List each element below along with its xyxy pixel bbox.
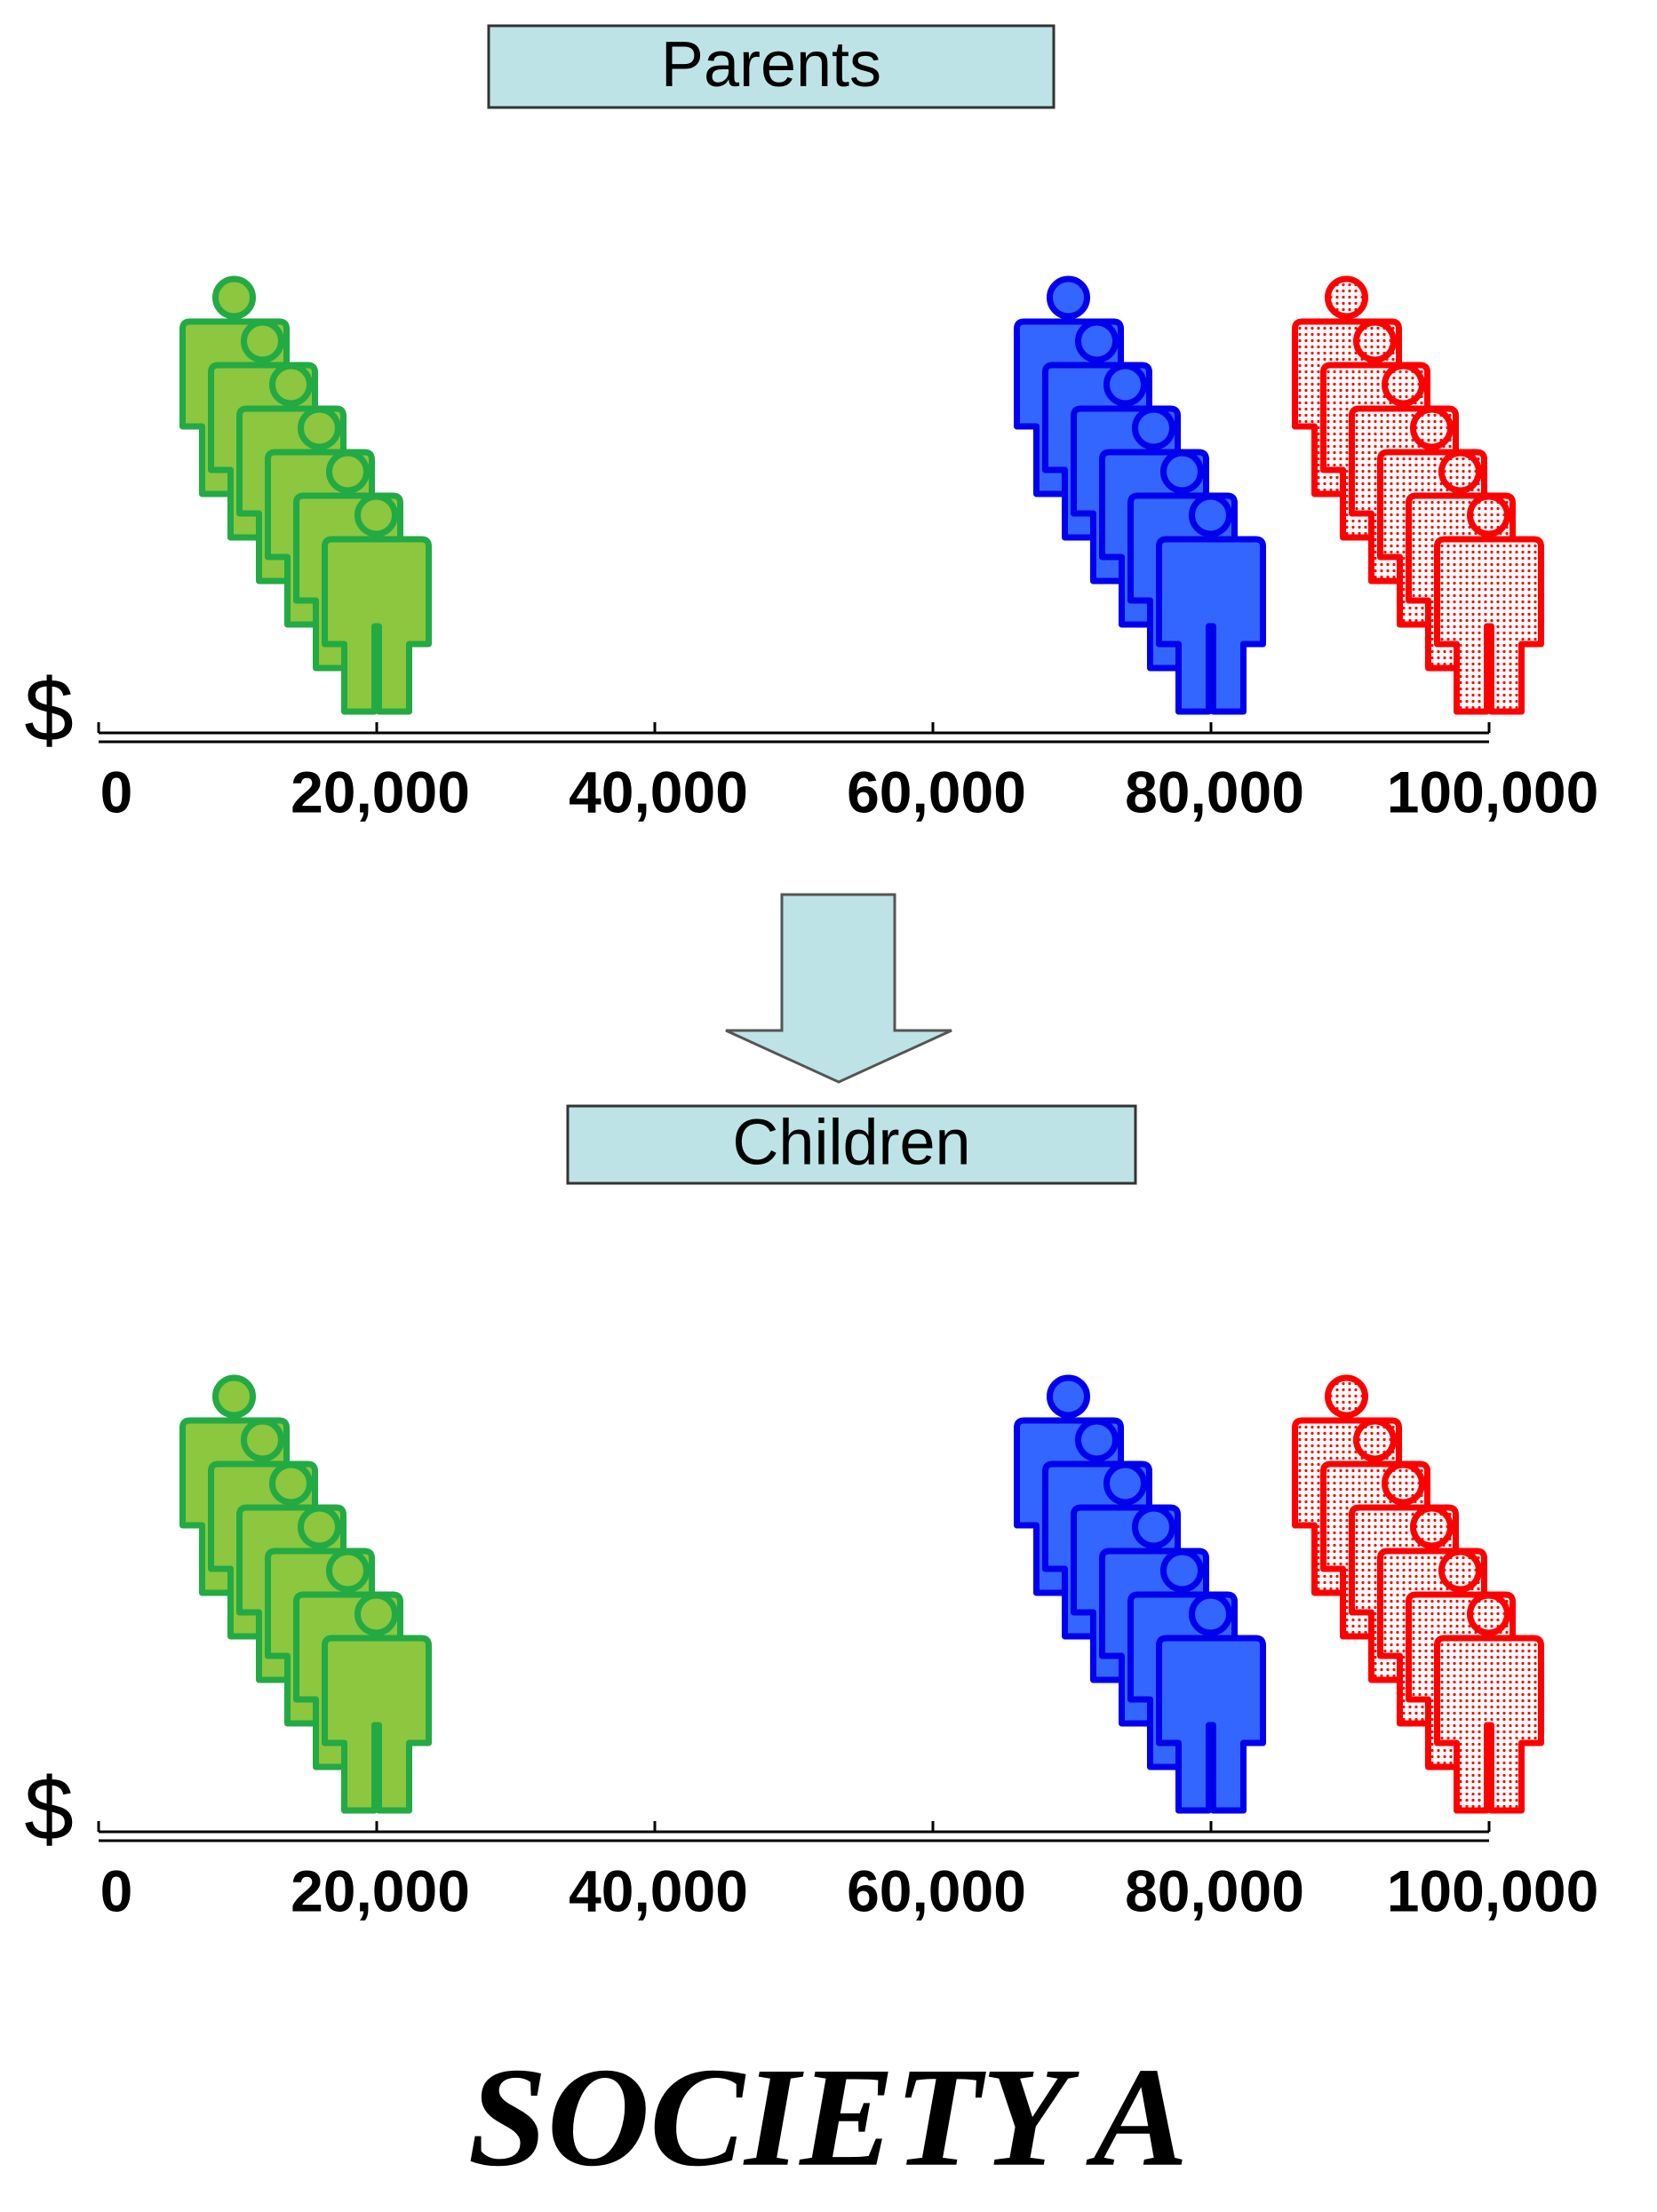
person-head (1075, 319, 1119, 363)
person-head (1325, 275, 1368, 320)
person-body (322, 536, 432, 715)
person-head (1103, 362, 1147, 407)
person-head (1438, 1548, 1482, 1593)
person-head (1410, 1505, 1454, 1549)
currency-symbol: $ (24, 660, 74, 760)
tick-label: 60,000 (847, 759, 1026, 824)
figure-group (1292, 275, 1544, 715)
person-head (1160, 1548, 1204, 1593)
panel-label-box (566, 1104, 1137, 1185)
person-head (1325, 1374, 1368, 1419)
person-head (298, 406, 341, 450)
tick-label: 0 (100, 1858, 133, 1923)
person-head (1438, 450, 1482, 494)
tick-label: 60,000 (847, 1858, 1026, 1923)
person-head (1160, 450, 1204, 494)
tick-label: 40,000 (569, 1858, 748, 1923)
person-body (1156, 536, 1266, 715)
tick-label: 80,000 (1125, 1858, 1304, 1923)
tick-label: 40,000 (569, 759, 748, 824)
panel-label: Children (732, 1108, 970, 1179)
tick-label: 100,000 (1387, 1858, 1599, 1923)
person-head (241, 319, 284, 363)
person-figure (1434, 1592, 1544, 1814)
person-head (326, 450, 370, 494)
panel-label-box (487, 24, 1056, 109)
person-head (1132, 406, 1175, 450)
person-head (1382, 362, 1425, 407)
person-figure (322, 1592, 432, 1814)
person-head (1467, 493, 1510, 537)
person-figure (1156, 1592, 1266, 1814)
person-head (1382, 1461, 1425, 1506)
title: SOCIETY A (468, 2038, 1189, 2196)
tick-label: 0 (100, 759, 133, 824)
person-head (1189, 1592, 1232, 1636)
figure-group (1292, 1374, 1544, 1814)
figure-group (1014, 275, 1266, 715)
person-head (1353, 1418, 1397, 1462)
person-figure (1434, 493, 1544, 715)
tick-label: 20,000 (291, 1858, 470, 1923)
tick-label: 100,000 (1387, 759, 1599, 824)
person-figure (1156, 493, 1266, 715)
person-body (1434, 536, 1544, 715)
person-head (269, 362, 313, 407)
person-head (1189, 493, 1232, 537)
person-body (1434, 1635, 1544, 1814)
person-figure (322, 493, 432, 715)
figure-group (1014, 1374, 1266, 1814)
person-head (1410, 406, 1454, 450)
person-head (1132, 1505, 1175, 1549)
tick-label: 80,000 (1125, 759, 1304, 824)
person-head (298, 1505, 341, 1549)
person-head (1103, 1461, 1147, 1506)
person-head (241, 1418, 284, 1462)
person-head (355, 493, 398, 537)
person-head (212, 1374, 256, 1419)
currency-symbol: $ (24, 1759, 74, 1858)
person-head (1047, 1374, 1090, 1419)
figure-group (179, 1374, 432, 1814)
person-body (322, 1635, 432, 1814)
person-head (212, 275, 256, 320)
figure-group (179, 275, 432, 715)
person-head (1075, 1418, 1119, 1462)
person-head (269, 1461, 313, 1506)
down-arrow (725, 893, 952, 1084)
person-body (1156, 1635, 1266, 1814)
person-head (1353, 319, 1397, 363)
person-head (1467, 1592, 1510, 1636)
person-head (1047, 275, 1090, 320)
person-head (355, 1592, 398, 1636)
person-head (326, 1548, 370, 1593)
tick-label: 20,000 (291, 759, 470, 824)
panel-label: Parents (661, 29, 881, 100)
